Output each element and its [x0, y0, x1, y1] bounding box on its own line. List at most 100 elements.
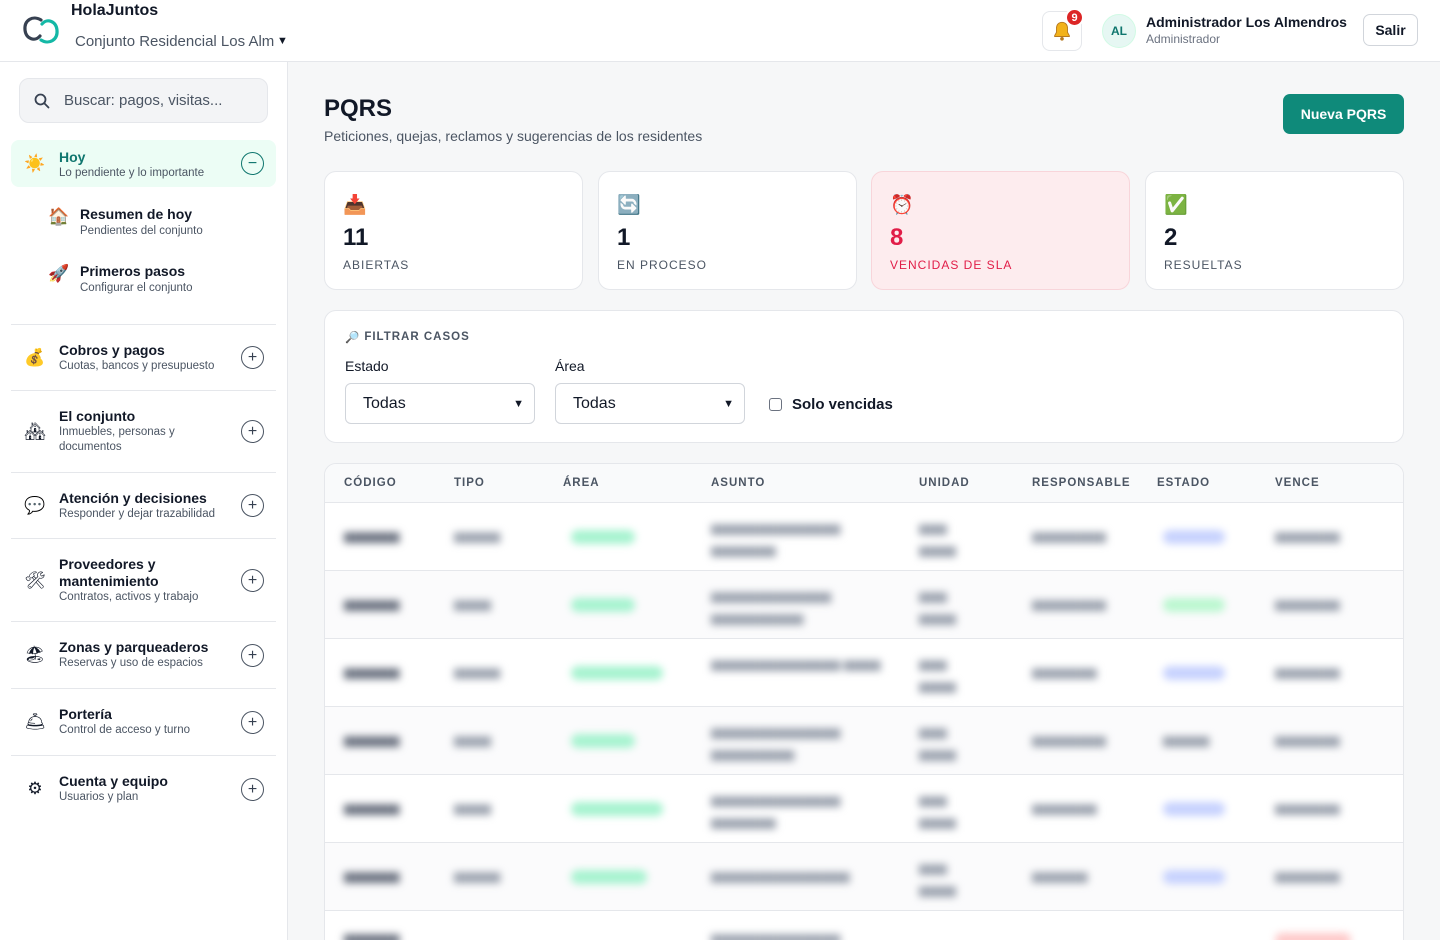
- chevron-down-icon: ▼: [277, 35, 288, 47]
- table-row[interactable]: ▆▆▆▆▆▆ ▆▆▆▆▆▆▆▆▆▆▆▆▆▆: [325, 911, 1403, 940]
- column-header[interactable]: CÓDIGO: [344, 477, 397, 489]
- expand-toggle[interactable]: +: [241, 711, 264, 734]
- sidebar-item-primeros-pasos[interactable]: 🚀 Primeros pasos Configurar el conjunto: [46, 261, 276, 307]
- sidebar-group-atencion-y-decisiones[interactable]: 💬 Atención y decisiones Responder y deja…: [11, 473, 276, 538]
- row-placeholder: ▆▆▆▆▆: [454, 529, 501, 543]
- bell-icon: [1054, 21, 1070, 41]
- table-row[interactable]: ▆▆▆▆▆▆ ▆▆▆▆ ▆▆▆▆▆▆▆▆▆▆▆▆▆ ▆▆▆▆▆▆▆▆▆▆ ▆▆▆…: [325, 571, 1403, 639]
- area-select[interactable]: Todas ▼: [555, 383, 745, 424]
- inbox-tray-icon: 📥: [343, 195, 367, 216]
- expand-toggle[interactable]: +: [241, 569, 264, 592]
- logo-icon[interactable]: [22, 14, 60, 46]
- table-row[interactable]: ▆▆▆▆▆▆ ▆▆▆▆▆ ▆▆▆▆▆▆▆▆▆▆▆▆▆▆ ▆▆▆▆ ▆▆▆ ▆▆▆…: [325, 639, 1403, 707]
- page-title: PQRS: [324, 95, 393, 122]
- divider: [11, 538, 276, 539]
- expand-toggle[interactable]: +: [241, 494, 264, 517]
- row-placeholder: ▆▆▆▆▆▆: [344, 801, 400, 815]
- notifications-badge: 9: [1065, 8, 1084, 27]
- logout-button[interactable]: Salir: [1363, 14, 1418, 46]
- pqrs-table: CÓDIGO TIPO ÁREA ASUNTO UNIDAD RESPONSAB…: [324, 463, 1404, 940]
- expand-toggle[interactable]: +: [241, 420, 264, 443]
- stat-card-vencidas[interactable]: ⏰ 8 VENCIDAS DE SLA: [871, 171, 1130, 290]
- expand-toggle[interactable]: +: [241, 778, 264, 801]
- estado-label: Estado: [345, 358, 389, 374]
- filter-card: 🔎 FILTRAR CASOS Estado Todas ▼ Área Toda…: [324, 310, 1404, 443]
- stat-card-en-proceso[interactable]: 🔄 1 EN PROCESO: [598, 171, 857, 290]
- row-placeholder: ▆▆▆▆▆▆▆: [1275, 733, 1340, 747]
- conjunto-selector[interactable]: Conjunto Residencial Los Alm ▼: [71, 30, 291, 52]
- row-placeholder: ▆▆▆▆▆▆▆: [1275, 869, 1340, 883]
- row-placeholder: [571, 802, 663, 816]
- row-placeholder: ▆▆▆▆▆▆▆: [1275, 801, 1340, 815]
- search-input[interactable]: [64, 92, 254, 109]
- column-header[interactable]: VENCE: [1275, 477, 1320, 489]
- area-select-value: Todas: [573, 394, 616, 412]
- divider: [11, 472, 276, 473]
- sidebar-group-zonas-y-parqueaderos[interactable]: 🏖 Zonas y parqueaderos Reservas y uso de…: [11, 622, 276, 688]
- row-placeholder: [1163, 598, 1225, 612]
- search-box[interactable]: [19, 78, 268, 123]
- new-pqrs-button[interactable]: Nueva PQRS: [1283, 94, 1404, 134]
- sidebar-group-title: Cobros y pagos: [59, 342, 165, 358]
- checkbox-box[interactable]: [769, 398, 782, 411]
- stat-card-resueltas[interactable]: ✅ 2 RESUELTAS: [1145, 171, 1404, 290]
- check-mark-icon: ✅: [1164, 195, 1188, 216]
- stat-card-abiertas[interactable]: 📥 11 ABIERTAS: [324, 171, 583, 290]
- row-placeholder: [571, 530, 635, 544]
- sidebar-group-title: Zonas y parqueaderos: [59, 639, 209, 655]
- service-bell-icon: 🛎: [24, 712, 46, 731]
- sidebar-group-cuenta-y-equipo[interactable]: ⚙ Cuenta y equipo Usuarios y plan +: [11, 756, 276, 822]
- table-row[interactable]: ▆▆▆▆▆▆ ▆▆▆▆ ▆▆▆▆▆▆▆▆▆▆▆▆▆▆ ▆▆▆▆▆▆▆ ▆▆▆ ▆…: [325, 775, 1403, 843]
- refresh-icon: 🔄: [617, 195, 641, 216]
- stat-label: RESUELTAS: [1164, 258, 1243, 272]
- column-header[interactable]: UNIDAD: [919, 477, 970, 489]
- table-row[interactable]: ▆▆▆▆▆▆ ▆▆▆▆▆ ▆▆▆▆▆▆▆▆▆▆▆▆▆▆▆ ▆▆▆ ▆▆▆▆ ▆▆…: [325, 843, 1403, 911]
- expand-toggle[interactable]: +: [241, 346, 264, 369]
- stat-label: ABIERTAS: [343, 258, 410, 272]
- row-placeholder: ▆▆▆ ▆▆▆▆: [919, 589, 956, 625]
- row-placeholder: ▆▆▆▆: [454, 801, 491, 815]
- user-name: Administrador Los Almendros: [1146, 14, 1347, 30]
- sidebar-group-proveedores-y-mantenimiento[interactable]: 🛠 Proveedores y mantenimiento Contratos,…: [11, 539, 276, 621]
- stat-value: 11: [343, 224, 369, 251]
- sidebar-group-cobros-y-pagos[interactable]: 💰 Cobros y pagos Cuotas, bancos y presup…: [11, 325, 276, 390]
- stat-value: 8: [890, 224, 904, 251]
- sidebar-group-subtitle: Control de acceso y turno: [59, 724, 191, 736]
- sidebar-item-resumen-de-hoy[interactable]: 🏠 Resumen de hoy Pendientes del conjunto: [46, 204, 276, 250]
- row-placeholder: ▆▆▆▆▆▆▆▆: [1032, 733, 1106, 747]
- sidebar-group-hoy[interactable]: ☀️ Hoy Lo pendiente y lo importante −: [11, 140, 276, 187]
- sidebar-group-porteria[interactable]: 🛎 Portería Control de acceso y turno +: [11, 689, 276, 755]
- estado-select[interactable]: Todas ▼: [345, 383, 535, 424]
- chevron-down-icon: ▼: [723, 397, 734, 410]
- column-header[interactable]: ASUNTO: [711, 477, 766, 489]
- houses-icon: 🏘: [24, 422, 46, 441]
- sidebar: ☀️ Hoy Lo pendiente y lo importante − 🏠 …: [0, 62, 288, 940]
- sidebar-group-subtitle: Lo pendiente y lo importante: [59, 167, 205, 179]
- column-header[interactable]: ESTADO: [1157, 477, 1211, 489]
- table-header: CÓDIGO TIPO ÁREA ASUNTO UNIDAD RESPONSAB…: [325, 464, 1403, 503]
- stat-label: VENCIDAS DE SLA: [890, 258, 1013, 272]
- avatar[interactable]: AL: [1102, 14, 1136, 48]
- row-placeholder: ▆▆▆▆▆▆▆▆▆▆▆▆▆▆ ▆▆▆▆▆▆▆: [711, 793, 841, 829]
- sidebar-group-el-conjunto[interactable]: 🏘 El conjunto Inmuebles, personas y docu…: [11, 391, 276, 472]
- sidebar-item-subtitle: Configurar el conjunto: [80, 282, 193, 294]
- solo-vencidas-checkbox[interactable]: Solo vencidas: [769, 396, 893, 413]
- column-header[interactable]: RESPONSABLE: [1032, 477, 1131, 489]
- table-row[interactable]: ▆▆▆▆▆▆ ▆▆▆▆ ▆▆▆▆▆▆▆▆▆▆▆▆▆▆ ▆▆▆▆▆▆▆▆▆ ▆▆▆…: [325, 707, 1403, 775]
- collapse-toggle[interactable]: −: [241, 152, 264, 175]
- house-icon: 🏠: [48, 207, 70, 226]
- sidebar-group-title: Cuenta y equipo: [59, 773, 168, 789]
- row-placeholder: [1163, 870, 1225, 884]
- rocket-icon: 🚀: [48, 264, 70, 283]
- sidebar-group-subtitle: Inmuebles, personas y documentos: [59, 426, 175, 453]
- sidebar-group-subtitle: Contratos, activos y trabajo: [59, 591, 199, 603]
- beach-icon: 🏖: [24, 645, 46, 664]
- expand-toggle[interactable]: +: [241, 644, 264, 667]
- tools-icon: 🛠: [24, 571, 46, 590]
- row-placeholder: ▆▆▆▆: [454, 733, 491, 747]
- row-placeholder: ▆▆▆▆▆▆: [344, 597, 400, 611]
- notifications-button[interactable]: 9: [1042, 8, 1084, 51]
- column-header[interactable]: ÁREA: [563, 477, 600, 489]
- table-row[interactable]: ▆▆▆▆▆▆ ▆▆▆▆▆ ▆▆▆▆▆▆▆▆▆▆▆▆▆▆ ▆▆▆▆▆▆▆ ▆▆▆ …: [325, 503, 1403, 571]
- column-header[interactable]: TIPO: [454, 477, 485, 489]
